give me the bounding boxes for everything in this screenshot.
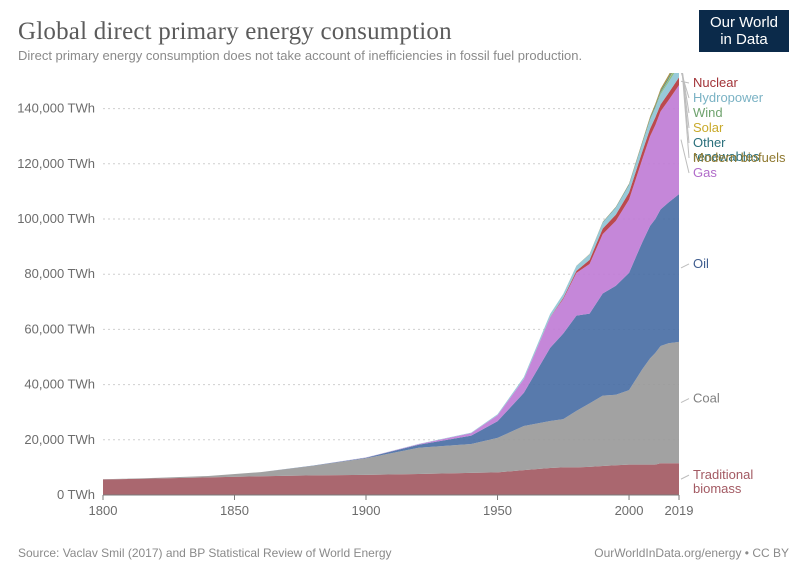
- legend-modern-biofuels: Modern biofuels: [693, 150, 786, 165]
- svg-text:60,000 TWh: 60,000 TWh: [24, 321, 95, 336]
- legend-solar: Solar: [693, 120, 724, 135]
- legend-other: Other: [693, 135, 726, 150]
- legend-coal: Coal: [693, 391, 720, 406]
- logo-line2: in Data: [720, 31, 768, 48]
- chart-plot: 0 TWh 20,000 TWh 40,000 TWh 60,000 TWh 80,00…: [18, 73, 789, 523]
- logo-line1: Our World: [710, 14, 778, 31]
- chart-subtitle: Direct primary energy consumption does n…: [18, 48, 789, 63]
- stacked-area-svg: 0 TWh 20,000 TWh 40,000 TWh 60,000 TWh 80,00…: [18, 73, 789, 523]
- legend-biomass: biomass: [693, 481, 742, 496]
- chart-footer: Source: Vaclav Smil (2017) and BP Statis…: [18, 546, 789, 560]
- svg-text:80,000 TWh: 80,000 TWh: [24, 266, 95, 281]
- svg-text:40,000 TWh: 40,000 TWh: [24, 377, 95, 392]
- legend-hydropower: Hydropower: [693, 90, 764, 105]
- svg-text:1850: 1850: [220, 503, 249, 518]
- legend-wind: Wind: [693, 105, 723, 120]
- svg-text:1900: 1900: [352, 503, 381, 518]
- svg-text:20,000 TWh: 20,000 TWh: [24, 432, 95, 447]
- svg-text:120,000 TWh: 120,000 TWh: [18, 156, 95, 171]
- svg-text:2019: 2019: [665, 503, 694, 518]
- source-text: Source: Vaclav Smil (2017) and BP Statis…: [18, 546, 392, 560]
- legend-nuclear: Nuclear: [693, 75, 738, 90]
- svg-text:1950: 1950: [483, 503, 512, 518]
- legend-oil: Oil: [693, 256, 709, 271]
- svg-text:100,000 TWh: 100,000 TWh: [18, 211, 95, 226]
- svg-text:1800: 1800: [89, 503, 118, 518]
- attribution-text: OurWorldInData.org/energy • CC BY: [594, 546, 789, 560]
- legend-traditional: Traditional: [693, 467, 753, 482]
- svg-text:140,000 TWh: 140,000 TWh: [18, 101, 95, 116]
- svg-text:2000: 2000: [615, 503, 644, 518]
- chart-title: Global direct primary energy consumption: [18, 18, 789, 46]
- legend-gas: Gas: [693, 165, 717, 180]
- owid-logo: Our World in Data: [699, 10, 789, 52]
- svg-text:0 TWh: 0 TWh: [57, 487, 95, 502]
